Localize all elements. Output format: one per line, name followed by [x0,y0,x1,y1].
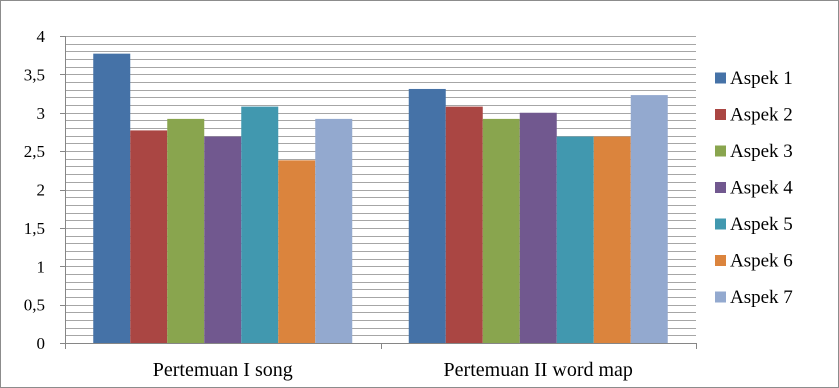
bar-aspek-6-2 [593,136,631,343]
legend-swatch [715,291,726,303]
y-axis: 0 0,5 1 1,5 2 2,5 3 3,5 4 [24,27,66,353]
x-category-label: Pertemuan II word map [444,359,633,381]
bar-aspek-5-2 [556,136,594,343]
bar-aspek-6-1 [278,160,316,343]
bar-aspek-1-1 [93,53,131,344]
x-category-label: Pertemuan I song [153,359,293,381]
legend-swatch [715,218,726,230]
y-tick-label: 1,5 [24,219,45,238]
bar-aspek-1-2 [408,88,446,344]
y-tick-label: 4 [37,27,46,46]
legend-label: Aspek 5 [730,214,793,235]
legend-swatch [715,255,726,266]
y-tick-label: 0 [37,334,46,353]
legend-swatch [715,72,726,84]
legend-swatch [715,145,726,157]
bar-aspek-7-2 [630,95,668,343]
bar-aspek-3-2 [482,118,520,343]
y-tick-label: 2 [37,181,46,200]
bars [93,53,668,344]
y-tick-label: 3,5 [24,65,45,84]
y-tick-label: 1 [37,257,46,276]
legend-label: Aspek 4 [730,178,793,199]
x-axis: Pertemuan I song Pertemuan II word map [65,343,697,381]
legend-label: Aspek 2 [730,105,793,126]
bar-aspek-7-1 [315,118,353,343]
legend-swatch [715,182,726,193]
y-tick-label: 2,5 [24,142,45,161]
bar-aspek-3-1 [167,118,205,343]
y-tick-label: 0,5 [24,296,45,315]
bar-aspek-2-2 [445,106,483,343]
bar-aspek-5-1 [241,106,279,343]
legend-label: Aspek 7 [730,287,793,308]
bar-aspek-2-1 [130,130,168,343]
legend-swatch [715,109,726,120]
legend-label: Aspek 6 [730,251,793,272]
legend: Aspek 1 Aspek 2 Aspek 3 Aspek 4 Aspek 5 Aspek… [715,68,793,308]
y-tick-label: 3 [37,104,46,123]
bar-aspek-4-2 [519,112,557,343]
legend-label: Aspek 1 [730,68,793,89]
bar-aspek-4-1 [204,136,242,343]
legend-label: Aspek 3 [730,141,793,162]
